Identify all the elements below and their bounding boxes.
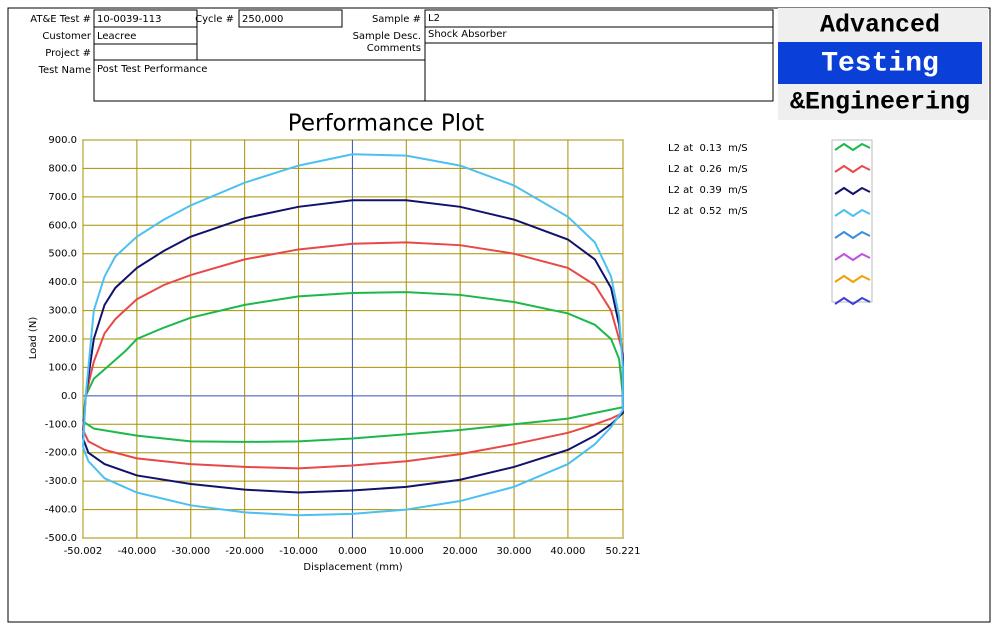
field-value: Leacree [97,31,136,42]
x-tick-label: 40.000 [550,546,585,557]
field-label: AT&E Test # [30,14,91,25]
data-line [82,199,624,494]
data-line [82,153,624,517]
field-box [93,43,198,61]
y-tick-label: 600.0 [48,220,77,231]
logo-text: Testing [821,48,939,79]
legend-swatch [834,186,871,196]
x-tick-label: -10.000 [279,546,318,557]
x-tick-label: 10.000 [389,546,424,557]
x-tick-label: 30.000 [497,546,532,557]
y-tick-label: -100.0 [45,419,77,430]
field-label: Sample Desc. [353,31,421,42]
field-value: L2 [428,13,440,24]
y-tick-label: 0.0 [61,391,77,402]
y-axis-label: Load (N) [28,317,39,360]
legend-swatch [834,142,871,152]
field-box [93,59,426,102]
y-tick-label: -400.0 [45,505,77,516]
legend-swatch [834,252,871,262]
field-value: 10-0039-113 [97,14,161,25]
field-label: Cycle # [195,14,234,25]
y-tick-label: 300.0 [48,306,77,317]
y-tick-label: 900.0 [48,135,77,146]
x-tick-label: 50.221 [606,546,641,557]
x-tick-label: 0.000 [338,546,367,557]
page-border [7,7,991,623]
legend-swatch [834,164,871,174]
legend-label: L2 at 0.13 m/S [668,143,748,154]
legend-swatch [834,208,871,218]
chart-title: Performance Plot [288,111,484,137]
field-label: Customer [42,31,91,42]
x-tick-label: -30.000 [171,546,210,557]
field-box [424,42,774,102]
x-tick-label: -40.000 [118,546,157,557]
legend-swatch [834,274,871,284]
data-line [82,241,624,470]
field-value: 250,000 [242,14,283,25]
x-tick-label: -20.000 [225,546,264,557]
x-tick-label: 20.000 [443,546,478,557]
data-line [82,291,624,443]
legend-label: L2 at 0.39 m/S [668,185,748,196]
logo-band [778,42,982,84]
field-value: Post Test Performance [97,64,207,75]
y-tick-label: 800.0 [48,163,77,174]
y-tick-label: -500.0 [45,533,77,544]
logo-text: Advanced [820,11,940,40]
x-tick-label: -50.002 [64,546,103,557]
field-label: Test Name [38,65,91,76]
y-tick-label: 100.0 [48,362,77,373]
legend-label: L2 at 0.26 m/S [668,164,748,175]
field-box [424,9,774,28]
y-tick-label: 700.0 [48,192,77,203]
logo-text: &Engineering [790,88,970,117]
field-label: Project # [45,48,91,59]
legend-swatch [834,230,871,240]
y-tick-label: -300.0 [45,476,77,487]
legend-swatch [834,296,871,306]
y-tick-label: 400.0 [48,277,77,288]
x-axis-label: Displacement (mm) [303,562,402,573]
y-tick-label: 200.0 [48,334,77,345]
y-tick-label: -200.0 [45,448,77,459]
field-box [238,9,343,28]
field-value: Shock Absorber [428,29,507,40]
field-label: Sample # [372,14,421,25]
field-label: Comments [367,43,421,54]
y-tick-label: 500.0 [48,249,77,260]
legend-label: L2 at 0.52 m/S [668,206,748,217]
